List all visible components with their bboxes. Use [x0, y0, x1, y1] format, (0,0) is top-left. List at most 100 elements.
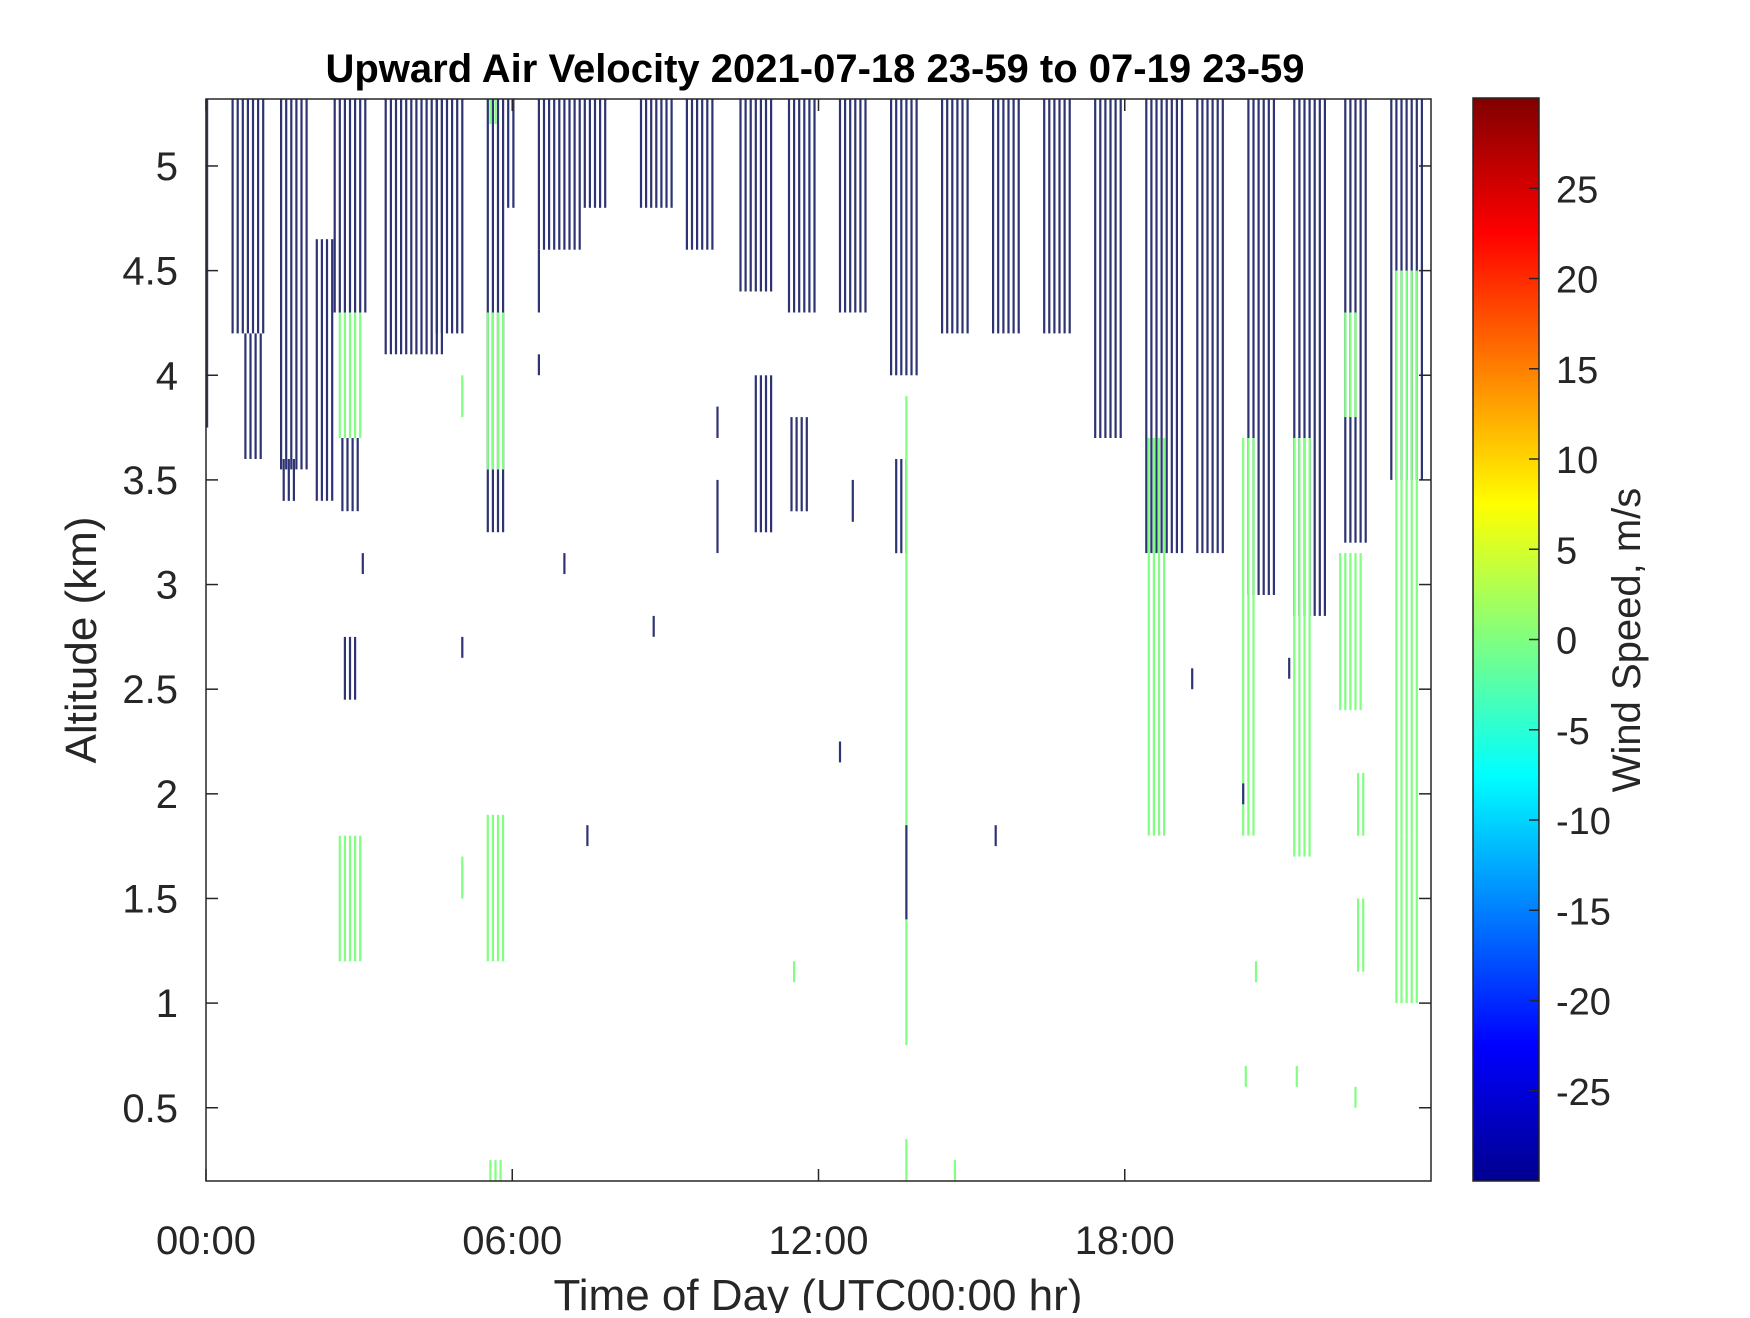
heatmap-cell: [496, 814, 500, 962]
heatmap-cell: [563, 553, 566, 574]
heatmap-cell: [1252, 99, 1255, 595]
heatmap-cell: [246, 99, 249, 334]
heatmap-cell: [384, 99, 387, 355]
heatmap-cell: [1063, 99, 1066, 334]
heatmap-cell: [1247, 438, 1250, 836]
colorbar-tick-label: 25: [1556, 169, 1598, 211]
x-axis-label: Time of Day (UTC00:00 hr): [554, 1271, 1083, 1313]
heatmap-cell: [1349, 553, 1352, 711]
heatmap-cell: [864, 99, 867, 313]
heatmap-cell: [793, 99, 796, 313]
heatmap-cell: [338, 312, 341, 439]
heatmap-cell: [759, 99, 762, 292]
y-tick-label: 5: [156, 145, 178, 189]
heatmap-cell: [754, 375, 757, 533]
heatmap-cell: [1390, 99, 1393, 480]
heatmap-cell: [410, 99, 413, 355]
heatmap-cell: [341, 438, 344, 512]
heatmap-cell: [244, 333, 247, 459]
heatmap-cell: [1405, 270, 1408, 836]
heatmap-cell: [1196, 99, 1199, 554]
heatmap-cell: [790, 417, 793, 512]
heatmap-cell: [1354, 1086, 1357, 1108]
heatmap-cell: [451, 99, 454, 334]
heatmap-cell: [1303, 99, 1306, 616]
heatmap-cells: [206, 99, 1423, 1181]
heatmap-cell: [770, 99, 773, 292]
heatmap-cell: [754, 99, 757, 292]
heatmap-cell: [507, 99, 510, 208]
heatmap-cell: [905, 396, 908, 1045]
heatmap-cell: [1359, 553, 1362, 711]
heatmap-cell: [290, 99, 293, 470]
heatmap-cell: [1175, 99, 1178, 554]
colorbar-tick-label: 5: [1556, 530, 1577, 572]
heatmap-cell: [461, 375, 464, 418]
y-tick-label: 1: [156, 982, 178, 1026]
heatmap-cell: [354, 99, 357, 313]
heatmap-cell: [1405, 835, 1408, 1004]
x-axis: 00:00 06:00 12:00 18:00: [156, 99, 1175, 1263]
y-tick-label: 1.5: [122, 877, 178, 921]
heatmap-cell: [331, 239, 334, 501]
heatmap-cell: [354, 312, 357, 439]
colorbar-label: Wind Speed, m/s: [1605, 488, 1649, 793]
heatmap-cell: [348, 835, 352, 962]
heatmap-cell: [251, 99, 255, 334]
heatmap-cell: [236, 99, 239, 334]
heatmap-cell: [461, 636, 464, 658]
heatmap-cell: [325, 239, 329, 501]
heatmap-cell: [795, 417, 798, 512]
heatmap-cell: [599, 99, 602, 208]
heatmap-cell: [578, 99, 581, 250]
colorbar-tick-label: 20: [1556, 260, 1598, 302]
heatmap-cell: [1191, 668, 1194, 690]
heatmap-cell: [1308, 99, 1311, 616]
heatmap-cell: [1339, 553, 1342, 711]
heatmap-cell: [1104, 99, 1107, 438]
heatmap-cell: [838, 741, 842, 763]
x-tick-label: 12:00: [768, 1219, 868, 1263]
heatmap-cell: [305, 99, 308, 470]
heatmap-cell: [338, 99, 341, 313]
heatmap-cell: [1395, 270, 1398, 836]
heatmap-cell: [489, 99, 492, 125]
heatmap-cell: [1295, 1065, 1298, 1087]
heatmap-cell: [1349, 312, 1352, 418]
heatmap-cell: [1267, 99, 1270, 595]
heatmap-cell: [1002, 99, 1005, 334]
heatmap-cell: [711, 99, 714, 250]
heatmap-cell: [849, 99, 852, 313]
heatmap-cell: [486, 814, 489, 962]
heatmap-cell: [1254, 961, 1258, 983]
heatmap-cell: [951, 99, 954, 334]
heatmap-cell: [690, 99, 694, 250]
heatmap-cell: [489, 1160, 492, 1181]
heatmap-cell: [1420, 99, 1423, 480]
heatmap-cell: [1211, 99, 1214, 554]
heatmap-cell: [394, 99, 398, 355]
heatmap-cell: [435, 99, 438, 334]
heatmap-cell: [770, 375, 773, 533]
heatmap-cell: [665, 99, 668, 208]
heatmap-cell: [440, 99, 443, 334]
heatmap-cell: [1344, 312, 1347, 418]
heatmap-cell: [300, 99, 303, 470]
heatmap-cell: [1410, 835, 1413, 1004]
heatmap-cell: [231, 99, 234, 334]
heatmap-cell: [645, 99, 648, 208]
heatmap-cell: [900, 459, 903, 554]
heatmap-cell: [241, 99, 244, 334]
y-tick-label: 2: [156, 773, 178, 817]
heatmap-cell: [359, 835, 362, 962]
heatmap-cell: [542, 99, 546, 250]
heatmap-cell: [739, 99, 742, 292]
heatmap-cell: [558, 99, 561, 250]
heatmap-cell: [915, 99, 918, 376]
heatmap-cell: [1007, 99, 1010, 334]
heatmap-cell: [496, 312, 500, 470]
heatmap-cell: [1165, 99, 1168, 554]
heatmap-cell: [1053, 99, 1056, 334]
heatmap-cell: [905, 825, 908, 920]
y-tick-label: 4.5: [122, 250, 178, 294]
